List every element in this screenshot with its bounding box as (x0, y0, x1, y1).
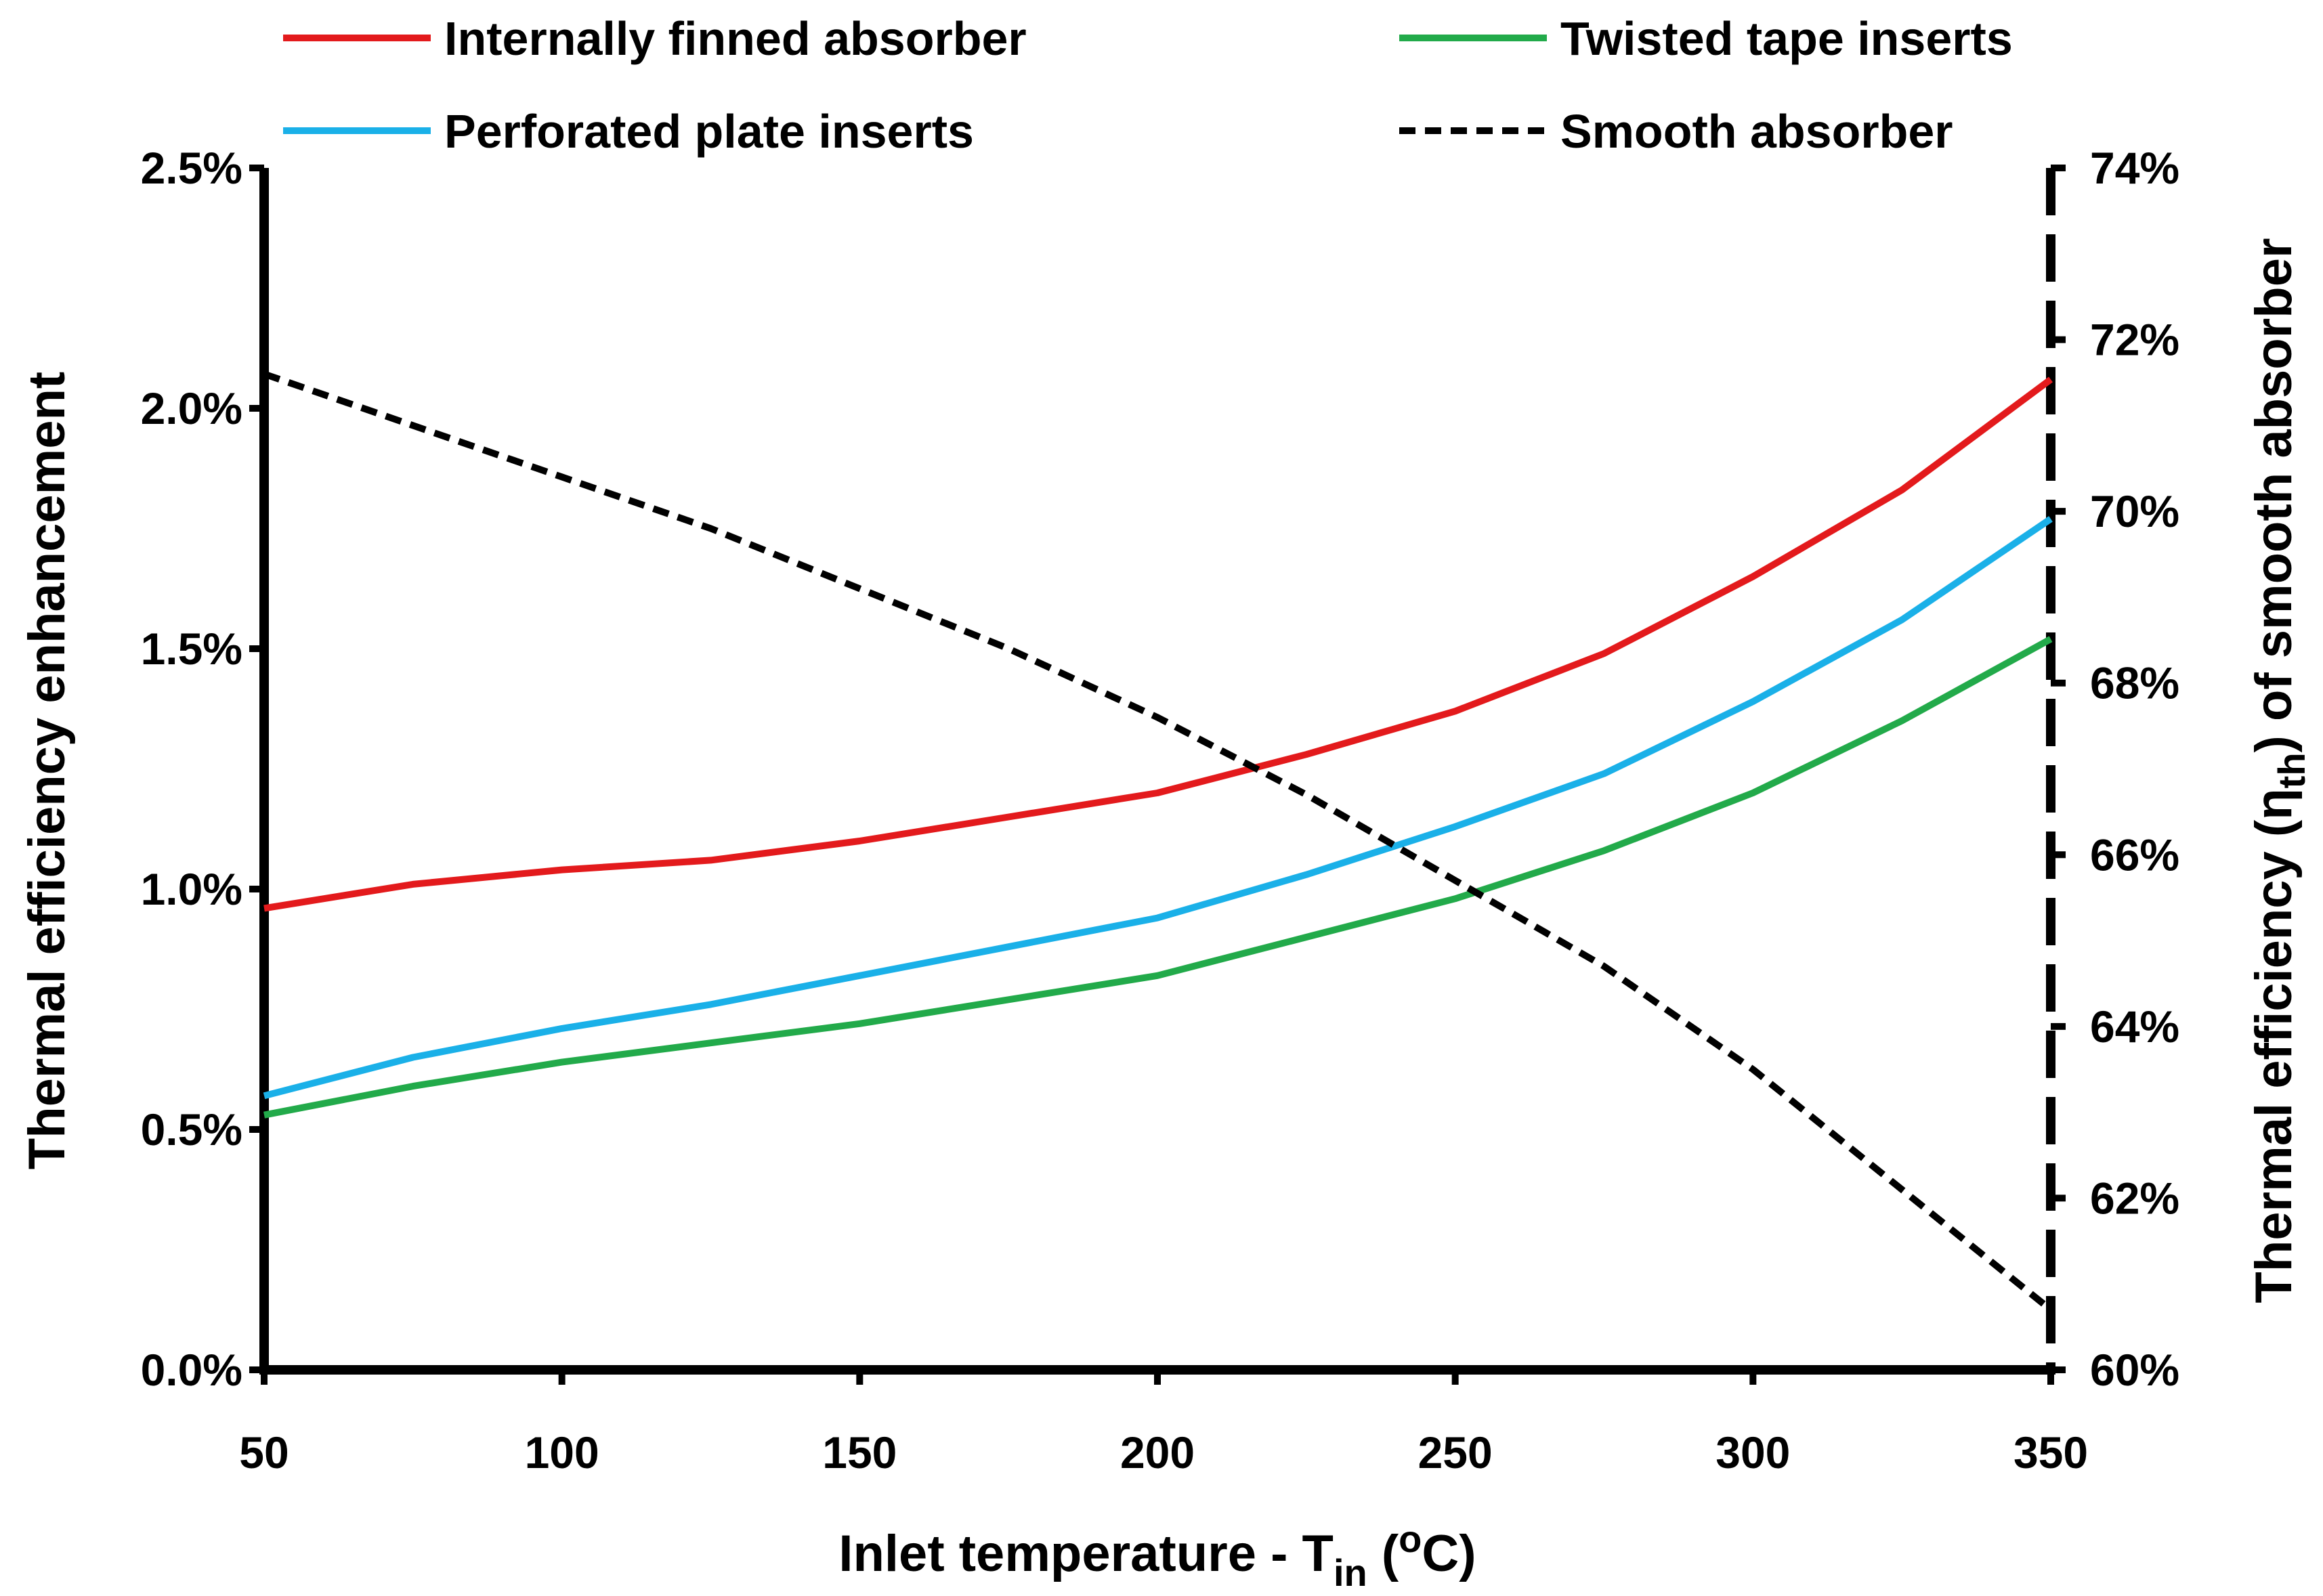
series-line-perforated-plate-inserts (263, 516, 2053, 1100)
series-line-smooth-absorber (263, 370, 2053, 1313)
series-line-twisted-tape-inserts (263, 636, 2053, 1119)
x-tick-label: 200 (1120, 1427, 1195, 1478)
right-y-axis-title: Thermal efficiency (ηth) of smooth absor… (2245, 238, 2313, 1303)
legend-item-perforated-plate: Perforated plate inserts (283, 105, 974, 158)
legend-label-smooth-absorber: Smooth absorber (1560, 105, 1953, 158)
right-y-tick-label: 68% (2090, 658, 2179, 708)
x-tick-label: 300 (1715, 1427, 1790, 1478)
right-y-axis-title-tail: ) of smooth absorber (2245, 238, 2303, 752)
legend-label-internally-finned: Internally finned absorber (444, 12, 1027, 65)
axes (259, 168, 2055, 1375)
x-axis-title-sub: in (1334, 1551, 1367, 1594)
right-y-tick-label: 70% (2090, 486, 2179, 536)
x-axis-title-main: Inlet temperature - T (838, 1525, 1334, 1582)
legend-label-twisted-tape: Twisted tape inserts (1560, 12, 2013, 65)
right-y-tick-label: 64% (2090, 1001, 2179, 1052)
legend: Internally finned absorber Twisted tape … (283, 12, 2013, 158)
x-tick-label: 100 (525, 1427, 599, 1478)
left-y-tick-label: 1.0% (141, 864, 242, 914)
x-axis-title: Inlet temperature - Tin (oC) (838, 1517, 1476, 1594)
left-y-tick-label: 0.5% (141, 1104, 242, 1155)
x-axis-title-open: ( (1367, 1525, 1399, 1582)
legend-item-twisted-tape: Twisted tape inserts (1399, 12, 2013, 65)
left-y-axis-ticks: 0.0% 0.5% 1.0% 1.5% 2.0% 2.5% (141, 143, 264, 1395)
series-line-internally-finned-absorber (263, 376, 2053, 912)
x-tick-label: 250 (1418, 1427, 1493, 1478)
x-axis-title-close: C) (1422, 1525, 1476, 1582)
legend-label-perforated-plate: Perforated plate inserts (444, 105, 974, 158)
left-y-tick-label: 2.0% (141, 383, 242, 433)
legend-item-internally-finned: Internally finned absorber (283, 12, 1027, 65)
series-lines (263, 370, 2053, 1313)
right-y-tick-label: 66% (2090, 829, 2179, 880)
right-y-tick-label: 74% (2090, 143, 2179, 193)
right-y-tick-label: 72% (2090, 315, 2179, 365)
x-tick-label: 150 (822, 1427, 897, 1478)
x-tick-label: 350 (2013, 1427, 2088, 1478)
x-tick-label: 50 (239, 1427, 289, 1478)
right-y-tick-label: 60% (2090, 1345, 2179, 1395)
left-y-tick-label: 0.0% (141, 1345, 242, 1395)
right-y-tick-label: 62% (2090, 1173, 2179, 1223)
left-y-tick-label: 1.5% (141, 624, 242, 674)
x-axis-title-sup: o (1399, 1517, 1422, 1560)
x-axis-ticks: 50 100 150 200 250 300 350 (239, 1370, 2088, 1478)
legend-item-smooth-absorber: Smooth absorber (1399, 105, 1953, 158)
right-y-axis-title-main: Thermal efficiency (η (2245, 788, 2303, 1303)
right-y-axis-ticks: 60% 62% 64% 66% 68% 70% 72% 74% (2051, 143, 2179, 1395)
left-y-axis-title: Thermal efficiency enhancement (18, 372, 76, 1169)
right-y-axis-title-sub: th (2270, 752, 2313, 788)
left-y-tick-label: 2.5% (141, 143, 242, 193)
